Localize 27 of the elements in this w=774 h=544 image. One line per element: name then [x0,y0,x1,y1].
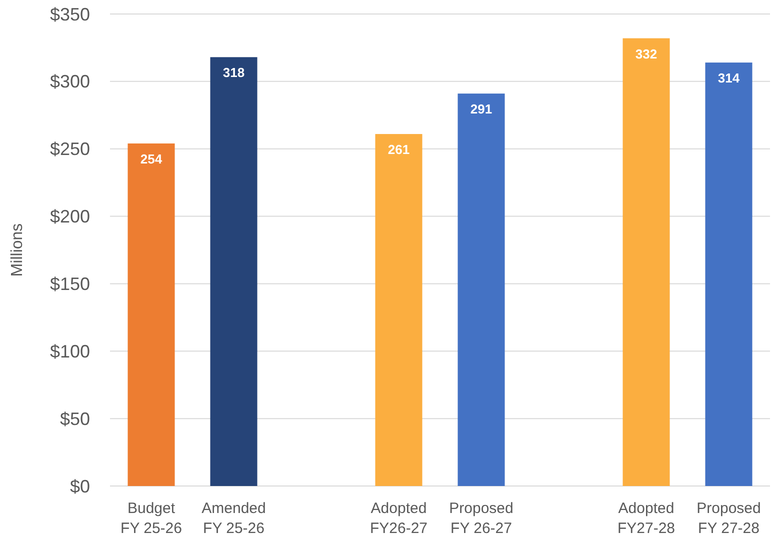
y-tick-label: $350 [50,4,90,24]
bar [622,38,670,486]
y-tick-label: $100 [50,341,90,362]
bar [375,134,422,486]
data-label: 254 [140,151,163,166]
y-axis-title: Millions [9,223,26,277]
data-label: 332 [635,46,658,62]
x-tick-label: Proposed FY 26-27 [449,500,514,537]
y-tick-label: $150 [50,274,90,294]
data-label: 314 [718,70,740,86]
data-label: 318 [222,65,245,80]
data-label: 291 [470,102,492,117]
x-tick-label: Adopted FY27-28 [617,500,676,537]
y-tick-label: $250 [50,139,90,160]
y-tick-label: $50 [60,408,90,429]
x-tick-label: Proposed FY 27-28 [696,500,761,537]
bar [458,94,505,486]
bar [705,62,752,486]
y-tick-label: $200 [50,206,90,227]
y-tick-label: $300 [50,72,90,92]
x-tick-label: Budget FY 25-26 [120,500,182,537]
data-label: 261 [388,142,410,158]
x-tick-label: Adopted FY26-27 [370,500,428,537]
bar [128,143,175,486]
y-tick-label: $0 [70,476,90,496]
bar [210,57,258,486]
x-tick-label: Amended FY 25-26 [202,500,266,537]
